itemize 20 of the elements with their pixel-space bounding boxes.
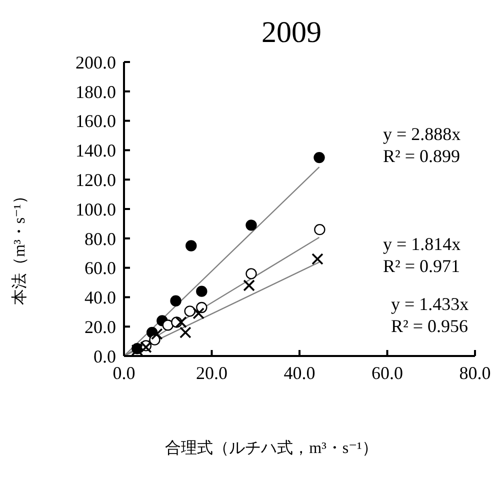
y-axis-title: 本法（m³・s⁻¹） (10, 187, 30, 307)
y-tick-label: 200.0 (76, 52, 116, 72)
annotation: y = 1.814x R² = 0.971 (383, 233, 461, 277)
y-tick-label: 180.0 (76, 82, 116, 102)
x-axis-title: 合理式（ルチハ式，m³・s⁻¹） (164, 438, 379, 459)
x-tick-label: 20.0 (196, 362, 228, 383)
y-tick-label: 140.0 (76, 140, 116, 161)
annotation: y = 1.433x R² = 0.956 (391, 293, 469, 337)
y-tick-label: 80.0 (84, 228, 116, 249)
y-tick-label: 20.0 (84, 316, 116, 337)
x-tick-label: 60.0 (372, 362, 403, 383)
annotation: y = 2.888x R² = 0.899 (383, 123, 461, 167)
y-tick-label: 60.0 (84, 258, 116, 278)
chart-title: 2009 (260, 16, 322, 50)
y-tick-label: 160.0 (76, 111, 116, 132)
y-tick-label: 40.0 (84, 288, 116, 308)
x-tick-label: 80.0 (459, 362, 491, 383)
x-tick-label: 40.0 (284, 362, 316, 383)
y-tick-label: 120.0 (76, 170, 116, 190)
y-tick-label: 100.0 (76, 199, 116, 220)
